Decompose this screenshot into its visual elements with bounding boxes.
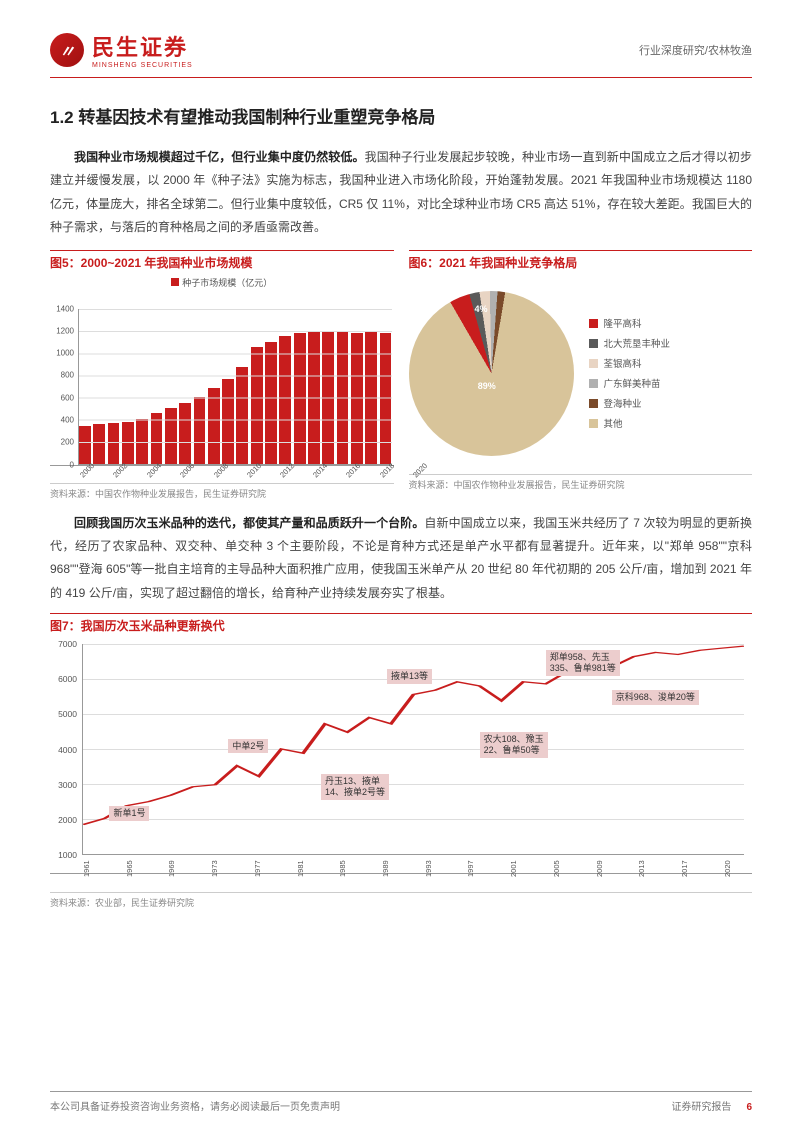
para2-lead: 回顾我国历次玉米品种的迭代，都使其产量和品质跃升一个台阶。 [74, 516, 424, 530]
chart6-title: 图6：2021 年我国种业竞争格局 [409, 250, 753, 271]
page-footer: 本公司具备证券投资咨询业务资格，请务必阅读最后一页免责声明 证券研究报告 6 [50, 1091, 752, 1113]
page-header: 〃 民生证券 MINSHENG SECURITIES 行业深度研究/农林牧渔 [50, 30, 752, 78]
para1-lead: 我国种业市场规模超过千亿，但行业集中度仍然较低。 [74, 150, 365, 164]
logo-sub: MINSHENG SECURITIES [92, 62, 193, 69]
chart5-plot: 0200400600800100012001400 20002001200220… [50, 291, 394, 466]
chart-5: 图5：2000~2021 年我国种业市场规模 种子市场规模（亿元） 020040… [50, 250, 394, 500]
pie-main-pct: 89% [478, 381, 496, 391]
chart5-source: 资料来源：中国农作物种业发展报告，民生证券研究院 [50, 483, 394, 500]
page-number: 6 [746, 1102, 752, 1113]
chart5-title: 图5：2000~2021 年我国种业市场规模 [50, 250, 394, 271]
chart6-pie: 89% 4% [409, 291, 574, 456]
chart6-legend: 隆平高科北大荒垦丰种业荃银高科广东鲜美种苗登海种业其他 [589, 310, 671, 436]
paragraph-1: 我国种业市场规模超过千亿，但行业集中度仍然较低。我国种子行业发展起步较晚，种业市… [50, 146, 752, 240]
header-right: 行业深度研究/农林牧渔 [639, 42, 752, 58]
chart7-source: 资料来源：农业部，民生证券研究院 [50, 892, 752, 909]
paragraph-2: 回顾我国历次玉米品种的迭代，都使其产量和品质跃升一个台阶。自新中国成立以来，我国… [50, 512, 752, 606]
logo-icon: 〃 [50, 33, 84, 67]
chart7-title: 图7：我国历次玉米品种更新换代 [50, 613, 752, 634]
chart-6: 图6：2021 年我国种业竞争格局 89% 4% 隆平高科北大荒垦丰种业荃银高科… [409, 250, 753, 500]
chart5-legend: 种子市场规模（亿元） [50, 276, 394, 289]
logo-block: 〃 民生证券 MINSHENG SECURITIES [50, 30, 193, 69]
footer-left: 本公司具备证券投资咨询业务资格，请务必阅读最后一页免责声明 [50, 1098, 340, 1113]
footer-right: 证券研究报告 [671, 1102, 731, 1113]
chart7-plot: 1000200030004000500060007000 新单1号中单2号丹玉1… [50, 639, 752, 874]
logo-main: 民生证券 [92, 30, 193, 62]
pie-top-pct: 4% [475, 304, 488, 314]
section-title: 1.2 转基因技术有望推动我国制种行业重塑竞争格局 [50, 103, 752, 128]
chart6-source: 资料来源：中国农作物种业发展报告，民生证券研究院 [409, 474, 753, 491]
